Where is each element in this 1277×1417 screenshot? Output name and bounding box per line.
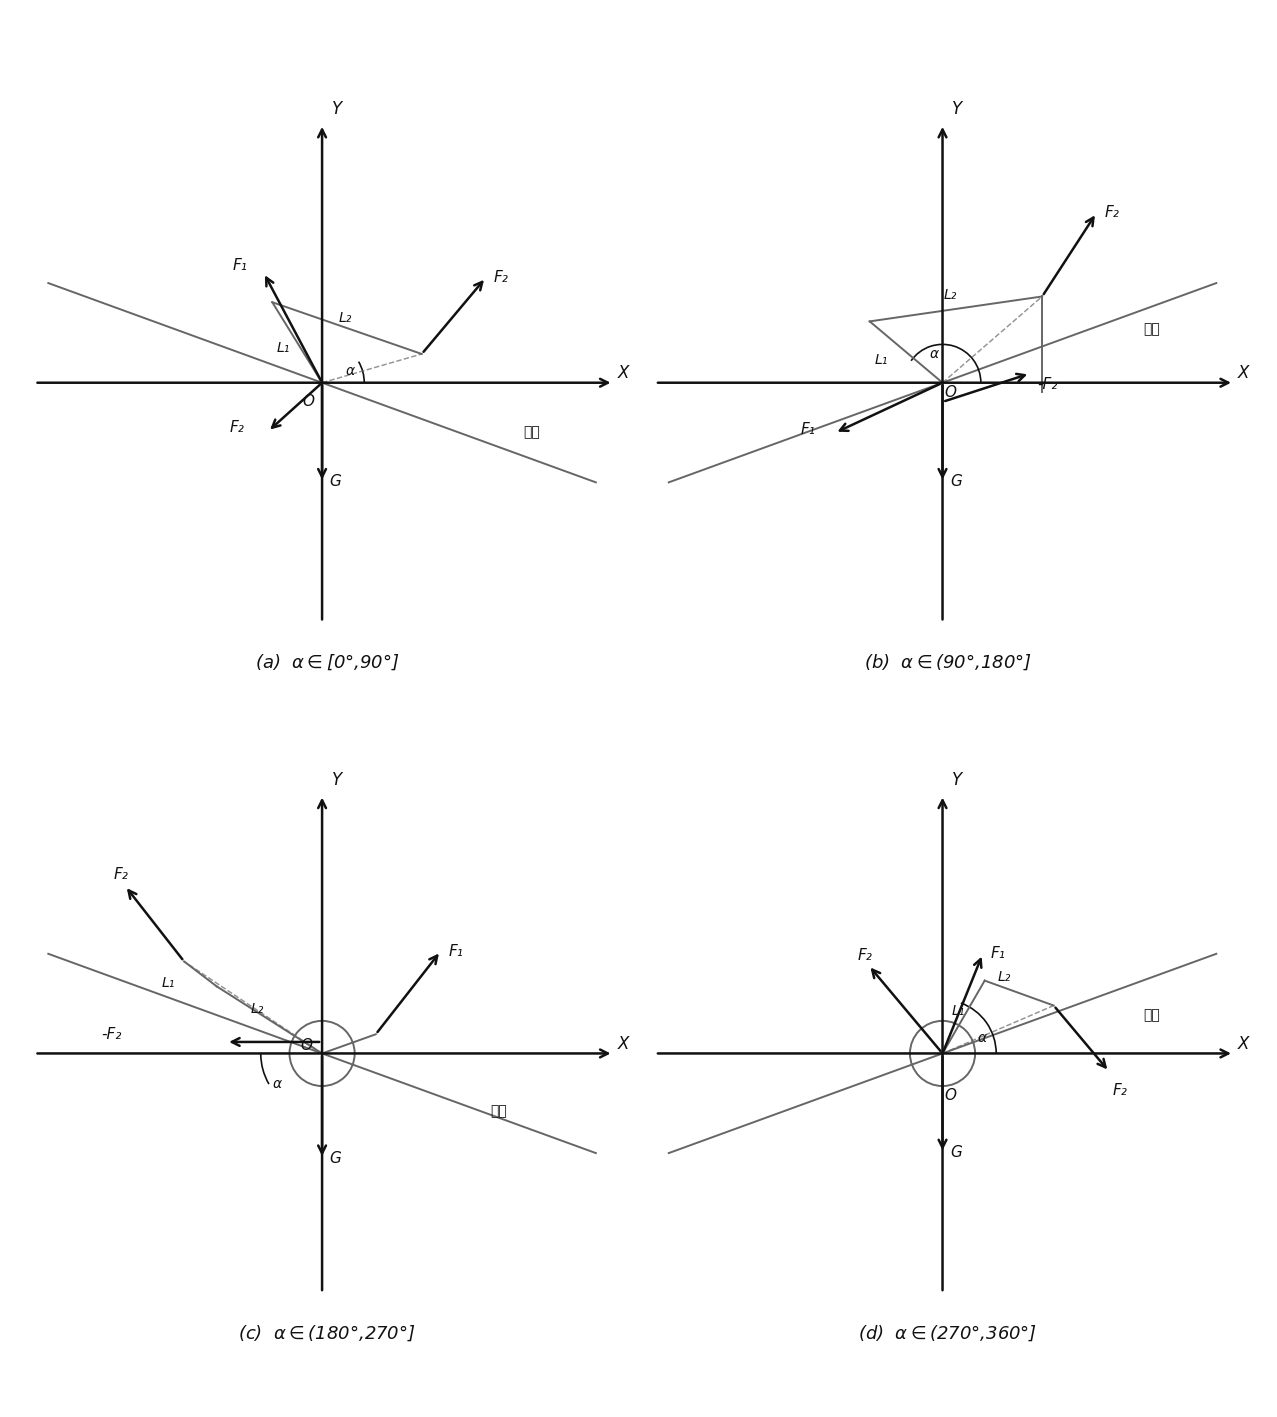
Text: $\alpha$: $\alpha$ bbox=[930, 347, 940, 361]
Text: O: O bbox=[301, 1039, 313, 1053]
Text: 转子: 转子 bbox=[1144, 1007, 1161, 1022]
Text: L₂: L₂ bbox=[250, 1002, 263, 1016]
Text: O: O bbox=[944, 1088, 956, 1102]
Text: F₂: F₂ bbox=[1105, 205, 1119, 221]
Text: -F₂: -F₂ bbox=[1038, 377, 1059, 393]
Text: F₁: F₁ bbox=[448, 944, 464, 959]
Text: F₂: F₂ bbox=[230, 419, 244, 435]
Text: Y: Y bbox=[953, 771, 963, 789]
Text: 转子: 转子 bbox=[490, 1104, 507, 1118]
Text: (b)  $\alpha$$\in$(90°,180°]: (b) $\alpha$$\in$(90°,180°] bbox=[863, 653, 1031, 672]
Text: L₂: L₂ bbox=[944, 288, 956, 302]
Text: $\alpha$: $\alpha$ bbox=[272, 1077, 283, 1091]
Text: (d)  $\alpha$$\in$(270°,360°]: (d) $\alpha$$\in$(270°,360°] bbox=[858, 1323, 1037, 1343]
Text: (c)  $\alpha$$\in$(180°,270°]: (c) $\alpha$$\in$(180°,270°] bbox=[238, 1323, 415, 1343]
Text: Y: Y bbox=[332, 771, 342, 789]
Text: L₂: L₂ bbox=[338, 310, 351, 324]
Text: O: O bbox=[303, 394, 314, 410]
Text: G: G bbox=[329, 475, 342, 489]
Text: $\alpha$: $\alpha$ bbox=[345, 364, 356, 378]
Text: L₁: L₁ bbox=[875, 353, 888, 367]
Text: X: X bbox=[617, 1034, 628, 1053]
Text: $\alpha$: $\alpha$ bbox=[977, 1032, 988, 1044]
Text: F₂: F₂ bbox=[114, 867, 129, 881]
Text: X: X bbox=[617, 364, 628, 383]
Text: F₁: F₁ bbox=[991, 947, 1005, 961]
Text: L₂: L₂ bbox=[997, 969, 1010, 983]
Text: -F₂: -F₂ bbox=[102, 1027, 123, 1041]
Text: 转子: 转子 bbox=[524, 425, 540, 439]
Text: 转子: 转子 bbox=[1144, 322, 1161, 336]
Text: G: G bbox=[950, 1145, 962, 1161]
Text: O: O bbox=[944, 385, 956, 400]
Text: G: G bbox=[329, 1151, 342, 1166]
Text: G: G bbox=[950, 475, 962, 489]
Text: F₁: F₁ bbox=[801, 422, 815, 436]
Text: Y: Y bbox=[332, 101, 342, 118]
Text: L₁: L₁ bbox=[277, 341, 290, 356]
Text: X: X bbox=[1237, 1034, 1249, 1053]
Text: F₁: F₁ bbox=[232, 258, 248, 272]
Text: L₁: L₁ bbox=[162, 975, 175, 989]
Text: (a)  $\alpha$$\in$[0°,90°]: (a) $\alpha$$\in$[0°,90°] bbox=[254, 653, 398, 672]
Text: F₂: F₂ bbox=[857, 948, 872, 964]
Text: X: X bbox=[1237, 364, 1249, 383]
Text: F₂: F₂ bbox=[1114, 1083, 1128, 1098]
Text: F₂: F₂ bbox=[493, 271, 508, 285]
Text: Y: Y bbox=[953, 101, 963, 118]
Text: L₁: L₁ bbox=[951, 1005, 964, 1019]
